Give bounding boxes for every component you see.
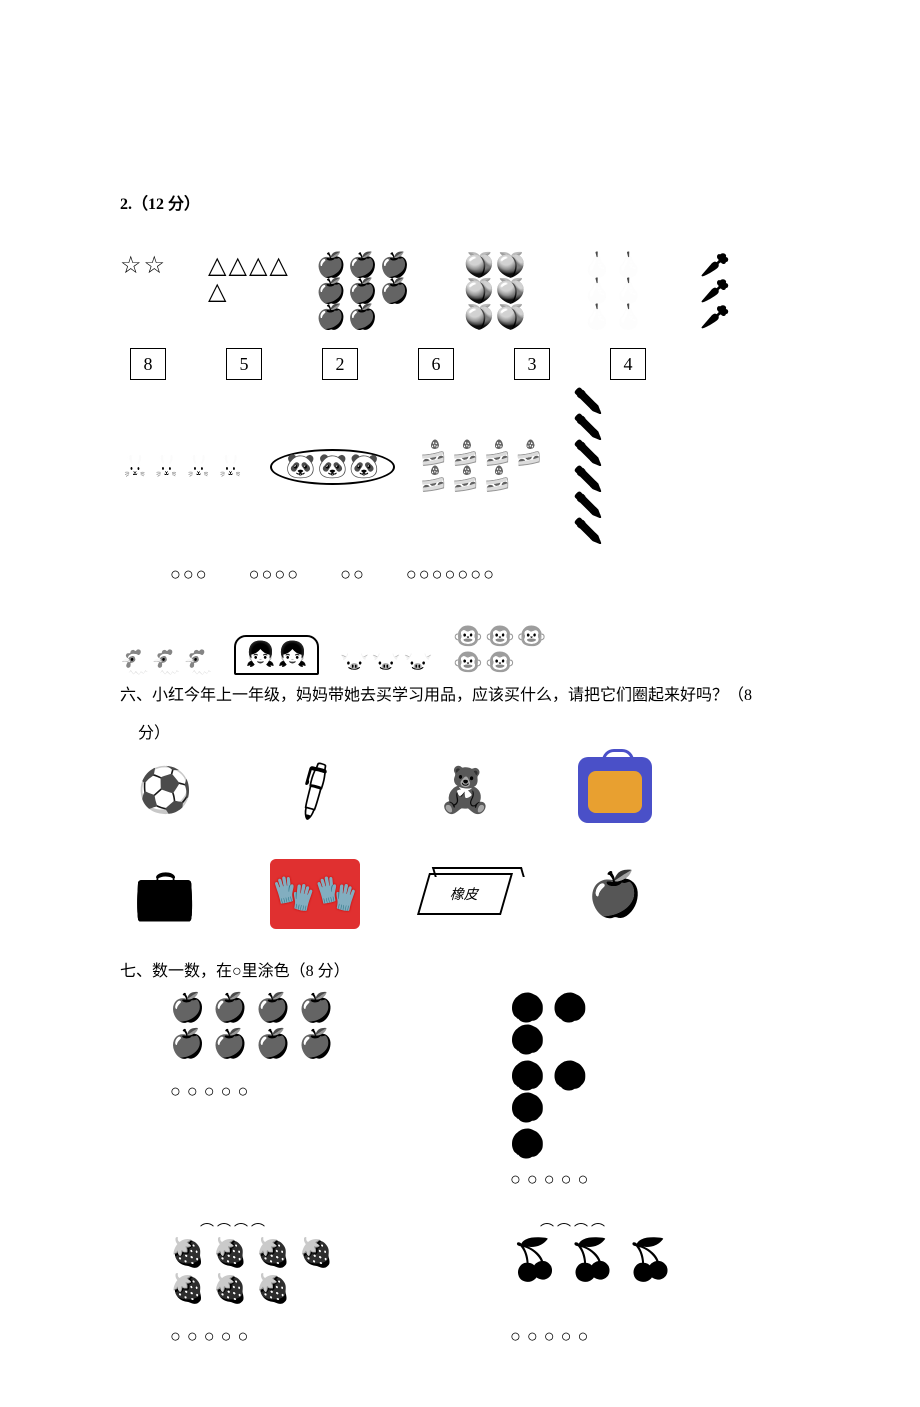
- pencil-case-icon: 💼: [120, 859, 210, 929]
- q7-apples-circles: ○○○○○: [170, 1081, 390, 1102]
- q2-row4: 🐔🐔🐔 👧👧 🐷🐷🐷 🐵🐵🐵🐵🐵: [120, 625, 800, 675]
- circles-3: ○○○○○○○: [406, 564, 496, 585]
- apple-icon: 🍎: [570, 859, 660, 929]
- box-3: 6: [418, 348, 454, 380]
- q7-cookies-imgs: 🍪🍪🍪🍪🍪🍪🍪: [510, 995, 630, 1159]
- q7-cherry-imgs: 🍒🍒🍒: [510, 1240, 730, 1316]
- pandas-circle: 🐼🐼🐼: [270, 449, 396, 485]
- apples-group: 🍎🍎🍎🍎🍎🍎🍎🍎: [316, 254, 436, 330]
- bus-frame: 👧👧: [234, 635, 320, 675]
- triangles-group: △△△△△: [208, 254, 288, 304]
- q6-label: 六、小红今年上一年级，妈妈带她去买学习用品，应该买什么，请把它们圈起来好吗？（8: [120, 681, 800, 705]
- gloves-icon: [270, 859, 360, 929]
- q6-label-cont: 分）: [138, 719, 800, 743]
- q2-circles-row: ○○○ ○○○○ ○○ ○○○○○○○: [170, 564, 800, 585]
- chickens-group: 🐔🐔🐔: [120, 651, 214, 675]
- q2-boxes: 8 5 2 6 3 4: [130, 348, 800, 380]
- circles-1: ○○○○: [249, 564, 301, 585]
- peaches-group: 🍑🍑🍑🍑🍑🍑: [464, 254, 554, 330]
- pigs-group: 🐷🐷🐷: [339, 651, 433, 675]
- q7-apples-imgs: 🍎🍎🍎🍎🍎🍎🍎🍎: [170, 995, 390, 1071]
- soccer-ball-icon: ⚽: [120, 755, 210, 825]
- q7-cherry-circles: ○○○○○: [510, 1326, 730, 1347]
- q7-grid: 🍎🍎🍎🍎🍎🍎🍎🍎 ○○○○○ 🍪🍪🍪🍪🍪🍪🍪 ○○○○○ ⌒⌒⌒⌒ 🍓🍓🍓🍓🍓🍓…: [170, 995, 800, 1347]
- q7-label: 七、数一数，在○里涂色（8 分）: [120, 957, 800, 981]
- pencils-group: ✏️✏️✏️✏️✏️✏️: [573, 390, 633, 544]
- backpack-icon: [570, 755, 660, 825]
- q7-cell-cookies: 🍪🍪🍪🍪🍪🍪🍪 ○○○○○: [510, 995, 730, 1190]
- cakes-group: 🍰🍰🍰🍰🍰🍰🍰: [419, 442, 549, 492]
- radishes-group: 🥕🥕🥕: [700, 254, 750, 330]
- q7-cell-strawberries: ⌒⌒⌒⌒ 🍓🍓🍓🍓🍓🍓🍓 ○○○○○: [170, 1220, 390, 1347]
- stars-group: ☆☆: [120, 254, 180, 278]
- q7-cell-cherries: ⌒⌒⌒⌒ 🍒🍒🍒 ○○○○○: [510, 1220, 730, 1347]
- box-1: 5: [226, 348, 262, 380]
- q7-straw-circles: ○○○○○: [170, 1326, 390, 1347]
- q7-cell-apples: 🍎🍎🍎🍎🍎🍎🍎🍎 ○○○○○: [170, 995, 390, 1190]
- circles-0: ○○○: [170, 564, 209, 585]
- pears-group: 🍐🍐🍐🍐🍐🍐: [582, 254, 672, 330]
- eraser-icon: 橡皮: [420, 859, 510, 929]
- pandas-group: 🐼🐼🐼: [286, 455, 380, 479]
- q2-row2: 🐰🐰🐰🐰 🐼🐼🐼 🍰🍰🍰🍰🍰🍰🍰 ✏️✏️✏️✏️✏️✏️: [120, 390, 800, 544]
- box-4: 3: [514, 348, 550, 380]
- rabbits-group: 🐰🐰🐰🐰: [120, 455, 246, 479]
- box-5: 4: [610, 348, 646, 380]
- box-0: 8: [130, 348, 166, 380]
- kids-group: 👧👧: [246, 643, 308, 667]
- q7-straw-imgs: 🍓🍓🍓🍓🍓🍓🍓: [170, 1240, 390, 1316]
- q7-cookies-circles: ○○○○○: [510, 1169, 730, 1190]
- teddy-bear-icon: 🧸: [420, 755, 510, 825]
- circles-2: ○○: [340, 564, 366, 585]
- box-2: 2: [322, 348, 358, 380]
- q2-label: 2.（12 分）: [120, 190, 800, 214]
- q6-supplies: ⚽ 🖊 🧸 💼 橡皮 🍎: [120, 755, 660, 929]
- monkeys-group: 🐵🐵🐵🐵🐵: [453, 625, 563, 675]
- q7-straw-arcs: ⌒⌒⌒⌒: [200, 1220, 390, 1240]
- q2-row1: ☆☆ △△△△△ 🍎🍎🍎🍎🍎🍎🍎🍎 🍑🍑🍑🍑🍑🍑 🍐🍐🍐🍐🍐🍐 🥕🥕🥕: [120, 254, 800, 330]
- pen-icon: 🖊: [259, 737, 372, 843]
